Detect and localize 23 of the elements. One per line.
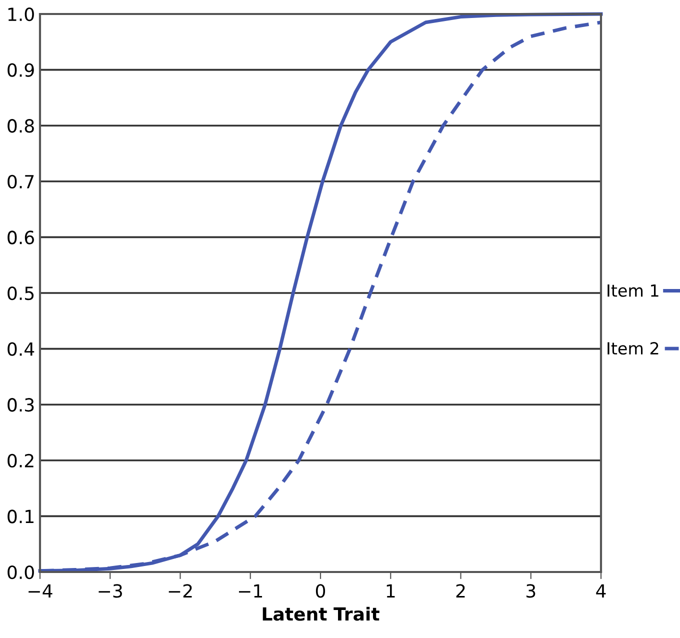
y-tick-label: 1.0 xyxy=(8,7,34,22)
x-tick-label: 2 xyxy=(456,584,465,598)
y-tick-label: 0.0 xyxy=(8,565,34,580)
x-tick-label: −1 xyxy=(238,584,262,598)
y-tick-label: 0.7 xyxy=(8,174,34,189)
legend-label: Item 1 xyxy=(608,284,658,297)
y-tick-label: 0.4 xyxy=(8,342,34,356)
y-tick-label: 0.9 xyxy=(8,63,34,77)
x-axis-title: Latent Trait xyxy=(262,606,380,621)
y-tick-label: 0.6 xyxy=(8,230,34,244)
y-tick-label: 0.8 xyxy=(8,119,34,133)
x-tick-label: −2 xyxy=(168,584,192,598)
x-tick-label: −3 xyxy=(98,584,122,598)
y-tick-label: 0.1 xyxy=(8,510,34,524)
x-tick-label: 1 xyxy=(386,584,395,598)
x-tick-label: 0 xyxy=(316,584,326,598)
y-tick-label: 0.2 xyxy=(8,454,34,468)
x-tick-label: 3 xyxy=(526,584,536,598)
legend-label: Item 2 xyxy=(608,342,658,355)
x-tick-label: 4 xyxy=(596,584,606,598)
x-tick-label: −4 xyxy=(28,584,52,598)
y-tick-label: 0.3 xyxy=(8,398,34,412)
y-tick-label: 0.5 xyxy=(8,286,34,300)
